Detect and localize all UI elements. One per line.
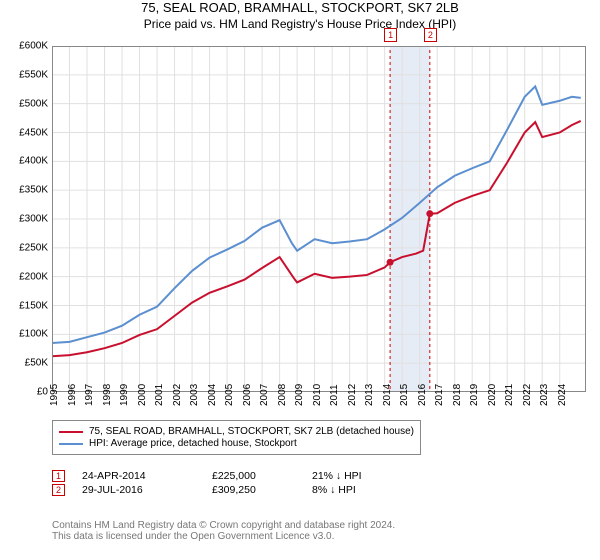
x-tick-label: 2010 — [312, 384, 323, 406]
footer-attribution: Contains HM Land Registry data © Crown c… — [52, 520, 395, 542]
y-tick-label: £50K — [25, 358, 52, 369]
event-row-badge: 2 — [52, 484, 65, 496]
x-tick-label: 1999 — [119, 384, 130, 406]
x-tick-label: 2012 — [347, 384, 358, 406]
y-tick-label: £600K — [19, 41, 52, 52]
legend-item: HPI: Average price, detached house, Stoc… — [59, 438, 414, 449]
x-tick-label: 2019 — [469, 384, 480, 406]
x-tick-label: 2016 — [417, 384, 428, 406]
x-tick-label: 1996 — [67, 384, 78, 406]
y-tick-label: £150K — [19, 300, 52, 311]
x-tick-label: 2008 — [277, 384, 288, 406]
x-tick-label: 2022 — [522, 384, 533, 406]
x-tick-label: 1997 — [84, 384, 95, 406]
x-tick-label: 2009 — [294, 384, 305, 406]
y-tick-label: £200K — [19, 271, 52, 282]
x-tick-label: 1998 — [102, 384, 113, 406]
event-row-badge: 1 — [52, 470, 65, 482]
x-tick-label: 2002 — [172, 384, 183, 406]
legend-item: 75, SEAL ROAD, BRAMHALL, STOCKPORT, SK7 … — [59, 426, 414, 437]
x-tick-label: 1995 — [49, 384, 60, 406]
footer-line-2: This data is licensed under the Open Gov… — [52, 531, 395, 542]
y-tick-label: £550K — [19, 69, 52, 80]
event-price: £225,000 — [212, 470, 312, 482]
event-row: 1 24-APR-2014£225,00021% ↓ HPI — [52, 470, 432, 482]
event-delta: 21% ↓ HPI — [312, 470, 432, 482]
x-tick-label: 2014 — [382, 384, 393, 406]
chart-svg — [52, 46, 586, 392]
y-tick-label: £450K — [19, 127, 52, 138]
plot-area: £0£50K£100K£150K£200K£250K£300K£350K£400… — [52, 46, 586, 392]
event-badge: 2 — [424, 28, 437, 42]
x-tick-label: 2003 — [189, 384, 200, 406]
chart-title: 75, SEAL ROAD, BRAMHALL, STOCKPORT, SK7 … — [0, 0, 600, 15]
legend-swatch — [59, 431, 83, 433]
x-tick-label: 2007 — [259, 384, 270, 406]
event-date: 29-JUL-2016 — [82, 484, 212, 496]
x-tick-label: 2001 — [154, 384, 165, 406]
x-tick-label: 2023 — [539, 384, 550, 406]
footer-line-1: Contains HM Land Registry data © Crown c… — [52, 520, 395, 531]
legend: 75, SEAL ROAD, BRAMHALL, STOCKPORT, SK7 … — [52, 420, 421, 455]
x-tick-label: 2005 — [224, 384, 235, 406]
x-tick-label: 2015 — [399, 384, 410, 406]
x-tick-label: 2021 — [504, 384, 515, 406]
x-tick-label: 2017 — [434, 384, 445, 406]
chart-subtitle: Price paid vs. HM Land Registry's House … — [0, 17, 600, 31]
y-tick-label: £400K — [19, 156, 52, 167]
event-price: £309,250 — [212, 484, 312, 496]
x-tick-label: 2000 — [137, 384, 148, 406]
x-tick-label: 2013 — [364, 384, 375, 406]
y-tick-label: £250K — [19, 242, 52, 253]
x-tick-label: 2006 — [242, 384, 253, 406]
event-row: 2 29-JUL-2016£309,2508% ↓ HPI — [52, 484, 432, 496]
legend-label: 75, SEAL ROAD, BRAMHALL, STOCKPORT, SK7 … — [89, 426, 414, 437]
x-tick-label: 2004 — [207, 384, 218, 406]
y-tick-label: £100K — [19, 329, 52, 340]
x-tick-label: 2011 — [329, 384, 340, 406]
event-date: 24-APR-2014 — [82, 470, 212, 482]
events-table: 1 24-APR-2014£225,00021% ↓ HPI 2 29-JUL-201… — [52, 468, 432, 498]
y-tick-label: £350K — [19, 185, 52, 196]
x-tick-label: 2018 — [452, 384, 463, 406]
y-tick-label: £300K — [19, 214, 52, 225]
legend-swatch — [59, 443, 83, 445]
x-tick-label: 2024 — [557, 384, 568, 406]
event-badge: 1 — [384, 28, 397, 42]
chart-container: 75, SEAL ROAD, BRAMHALL, STOCKPORT, SK7 … — [0, 0, 600, 560]
y-tick-label: £500K — [19, 98, 52, 109]
legend-label: HPI: Average price, detached house, Stoc… — [89, 438, 297, 449]
event-delta: 8% ↓ HPI — [312, 484, 432, 496]
x-tick-label: 2020 — [487, 384, 498, 406]
